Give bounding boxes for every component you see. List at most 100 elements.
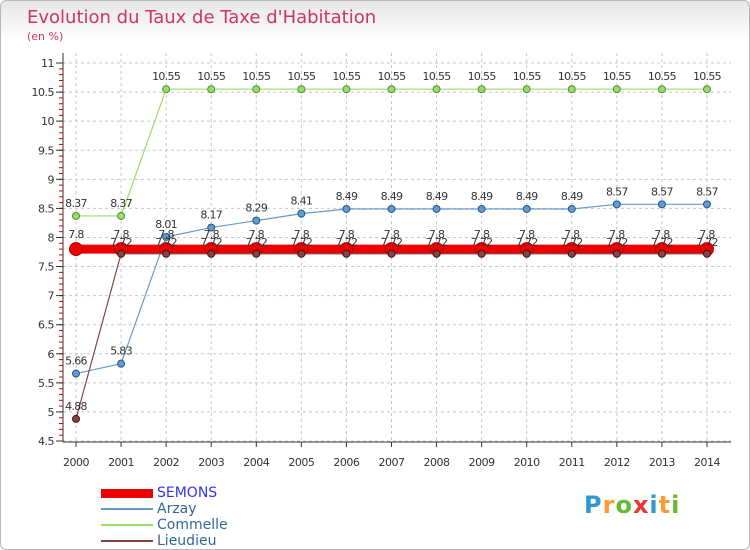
data-point-lieudieu <box>477 249 486 258</box>
data-point-commelle <box>207 85 216 94</box>
data-point-arzay <box>117 359 126 368</box>
data-label-semons: 7.8 <box>158 228 174 241</box>
data-label-lieudieu: 7.72 <box>110 236 132 249</box>
data-label-arzay: 5.66 <box>65 355 87 368</box>
proxiti-logo: Proxiti <box>584 491 680 519</box>
x-tick-label: 2014 <box>694 456 720 469</box>
x-tick-label: 2011 <box>559 456 585 469</box>
data-point-semons <box>69 242 83 257</box>
data-point-commelle <box>477 85 486 94</box>
data-point-lieudieu <box>657 249 666 258</box>
data-point-commelle <box>342 85 351 94</box>
x-tick-label: 2006 <box>333 456 359 469</box>
data-point-commelle <box>567 85 576 94</box>
data-label-commelle: 10.55 <box>468 70 497 83</box>
data-point-lieudieu <box>297 249 306 258</box>
data-label-arzay: 8.49 <box>561 190 583 203</box>
data-label-lieudieu: 7.72 <box>426 236 448 249</box>
data-point-commelle <box>72 211 80 220</box>
data-point-commelle <box>657 85 666 94</box>
y-tick-label: 9.5 <box>38 144 54 157</box>
y-tick-label: 8.5 <box>38 202 54 215</box>
legend-item-arzay: Arzay <box>101 501 228 517</box>
data-point-commelle <box>612 85 621 94</box>
data-label-semons: 7.8 <box>339 228 355 241</box>
data-label-lieudieu: 7.72 <box>516 236 538 249</box>
data-label-arzay: 8.17 <box>200 209 222 222</box>
data-label-arzay: 8.57 <box>651 185 673 198</box>
data-point-arzay <box>477 204 486 213</box>
data-label-arzay: 8.49 <box>426 190 448 203</box>
data-label-lieudieu: 7.72 <box>561 236 583 249</box>
data-label-arzay: 8.49 <box>516 190 538 203</box>
y-axis-unit: (en %) <box>27 30 64 43</box>
data-point-arzay <box>342 204 351 213</box>
data-label-semons: 7.8 <box>429 228 445 241</box>
data-label-commelle: 10.55 <box>152 70 181 83</box>
data-point-commelle <box>117 211 126 220</box>
legend-swatch <box>101 524 153 526</box>
data-label-commelle: 10.55 <box>242 70 271 83</box>
x-tick-label: 2002 <box>153 456 179 469</box>
data-point-lieudieu <box>612 249 621 258</box>
data-label-commelle: 10.55 <box>197 70 226 83</box>
data-label-semons: 7.8 <box>609 228 625 241</box>
data-label-lieudieu: 7.72 <box>336 236 358 249</box>
data-label-commelle: 10.55 <box>377 70 406 83</box>
logo-letter: t <box>658 491 672 519</box>
logo-letter: x <box>632 491 650 519</box>
x-tick-label: 2001 <box>108 456 134 469</box>
data-label-commelle: 10.55 <box>332 70 361 83</box>
logo-letter: P <box>584 491 603 519</box>
data-label-semons: 7.8 <box>519 228 535 241</box>
data-point-commelle <box>252 85 261 94</box>
data-point-lieudieu <box>702 249 711 258</box>
data-label-arzay: 8.49 <box>471 190 493 203</box>
y-tick-label: 5.5 <box>38 377 54 390</box>
x-tick-label: 2013 <box>649 456 675 469</box>
data-label-lieudieu: 7.72 <box>155 236 177 249</box>
data-point-arzay <box>612 200 621 209</box>
data-label-lieudieu: 4.88 <box>65 400 87 413</box>
legend-label: SEMONS <box>157 485 218 501</box>
data-label-semons: 7.8 <box>564 228 580 241</box>
y-tick-label: 4.5 <box>38 435 54 448</box>
logo-letter: o <box>615 491 633 519</box>
data-label-semons: 7.8 <box>474 228 490 241</box>
data-point-commelle <box>297 85 306 94</box>
data-label-semons: 7.8 <box>654 228 670 241</box>
data-label-lieudieu: 7.72 <box>290 236 312 249</box>
chart-title: Evolution du Taux de Taxe d'Habitation <box>27 7 377 28</box>
legend-swatch <box>101 488 153 498</box>
data-label-arzay: 8.41 <box>290 195 312 208</box>
legend-label: Commelle <box>157 517 228 533</box>
data-point-arzay <box>162 232 171 241</box>
legend-label: Arzay <box>157 501 197 517</box>
x-tick-label: 2003 <box>198 456 224 469</box>
data-point-lieudieu <box>567 249 576 258</box>
data-label-commelle: 10.55 <box>513 70 542 83</box>
y-tick-label: 6.5 <box>38 319 54 332</box>
y-tick-label: 6 <box>48 348 55 361</box>
logo-letter: r <box>602 491 616 519</box>
y-tick-label: 7 <box>48 290 55 303</box>
data-label-arzay: 8.01 <box>155 218 177 231</box>
data-label-lieudieu: 7.72 <box>696 236 718 249</box>
data-label-lieudieu: 7.72 <box>651 236 673 249</box>
data-point-lieudieu <box>207 249 216 258</box>
data-point-commelle <box>702 85 711 94</box>
data-label-semons: 7.8 <box>249 228 265 241</box>
data-point-arzay <box>387 204 396 213</box>
data-label-semons: 7.8 <box>113 228 129 241</box>
x-tick-label: 2000 <box>63 456 89 469</box>
x-tick-label: 2012 <box>604 456 630 469</box>
data-point-lieudieu <box>72 414 80 423</box>
data-label-arzay: 8.29 <box>245 202 267 215</box>
data-point-lieudieu <box>117 249 126 258</box>
data-label-commelle: 10.55 <box>603 70 632 83</box>
data-label-arzay: 8.49 <box>336 190 358 203</box>
data-label-lieudieu: 7.72 <box>471 236 493 249</box>
x-tick-label: 2005 <box>288 456 314 469</box>
